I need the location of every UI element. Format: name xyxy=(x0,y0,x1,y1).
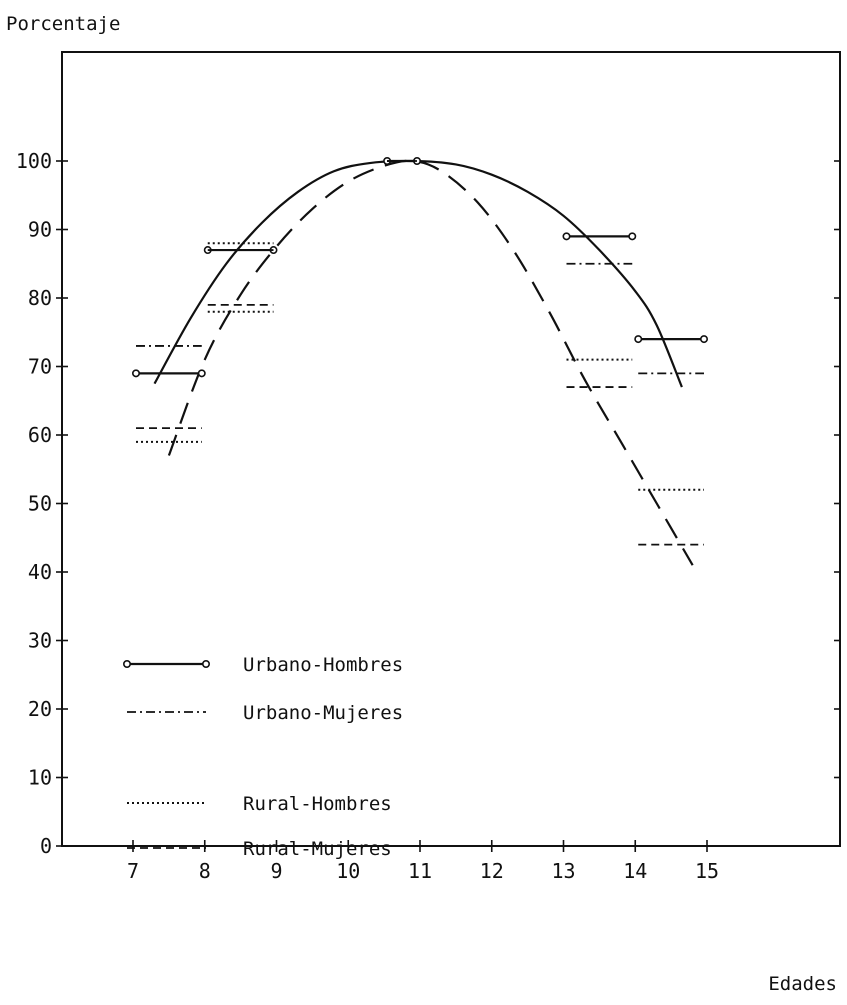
segment-marker xyxy=(699,335,708,344)
segment-marker xyxy=(634,335,643,344)
segment-marker xyxy=(628,232,637,241)
x-tick-label: 7 xyxy=(127,859,139,883)
y-ticks: 0 10 20 30 40 50 60 70 80 90 100 xyxy=(16,149,840,858)
x-tick-label: 8 xyxy=(199,859,211,883)
series-urbano-mujeres xyxy=(136,160,704,375)
legend-marker xyxy=(123,659,132,668)
y-tick-label: 100 xyxy=(16,149,52,173)
series-urbano-hombres xyxy=(132,157,708,378)
x-ticks: 7 8 9 10 11 12 13 14 15 xyxy=(127,840,719,883)
segment-marker xyxy=(197,369,206,378)
segment-marker xyxy=(562,232,571,241)
y-tick-label: 70 xyxy=(28,355,52,379)
series-rural-hombres xyxy=(136,160,704,491)
fitted-curve-rural xyxy=(167,159,694,566)
y-tick-label: 10 xyxy=(28,766,52,790)
y-axis-label: Porcentaje xyxy=(6,13,120,35)
series-rural-mujeres xyxy=(136,160,704,546)
legend-label: Rural-Hombres xyxy=(243,793,392,815)
y-tick-label: 30 xyxy=(28,629,52,653)
x-tick-label: 12 xyxy=(480,859,504,883)
legend-label: Urbano-Hombres xyxy=(243,654,403,676)
y-tick-label: 0 xyxy=(40,834,52,858)
legend: Urbano-Hombres Urbano-Mujeres Rural-Hombre… xyxy=(123,654,403,860)
x-tick-label: 14 xyxy=(623,859,647,883)
y-tick-label: 90 xyxy=(28,218,52,242)
y-tick-label: 40 xyxy=(28,560,52,584)
x-axis-label: Edades xyxy=(768,973,837,995)
fitted-curve-urbano xyxy=(153,159,683,388)
y-tick-label: 20 xyxy=(28,697,52,721)
legend-label: Rural-Mujeres xyxy=(243,838,392,860)
legend-marker xyxy=(202,659,211,668)
segment-marker xyxy=(132,369,141,378)
data-segments xyxy=(132,157,708,546)
x-tick-label: 15 xyxy=(695,859,719,883)
fitted-curves xyxy=(153,159,694,566)
x-tick-label: 11 xyxy=(408,859,432,883)
x-tick-label: 9 xyxy=(270,859,282,883)
y-tick-label: 50 xyxy=(28,492,52,516)
plot-frame xyxy=(61,51,841,847)
x-tick-label: 13 xyxy=(551,859,575,883)
x-tick-label: 10 xyxy=(336,859,360,883)
y-tick-label: 60 xyxy=(28,423,52,447)
y-tick-label: 80 xyxy=(28,286,52,310)
legend-label: Urbano-Mujeres xyxy=(243,702,403,724)
